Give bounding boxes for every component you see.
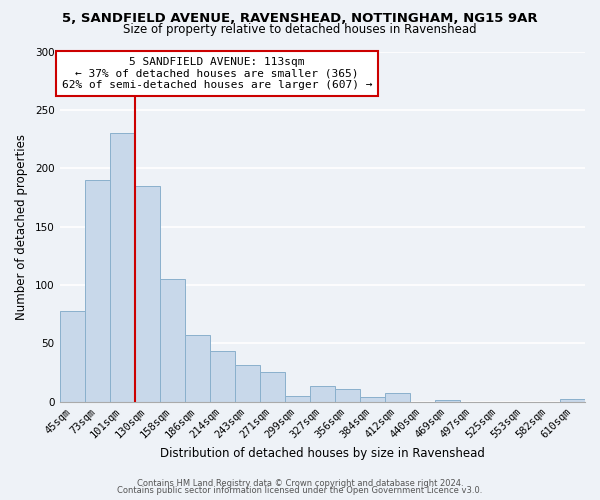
Bar [134,186,160,402]
X-axis label: Distribution of detached houses by size in Ravenshead: Distribution of detached houses by size … [160,447,485,460]
Bar [335,389,360,402]
Bar [85,180,110,402]
Bar [360,397,385,402]
Text: Contains public sector information licensed under the Open Government Licence v3: Contains public sector information licen… [118,486,482,495]
Bar [235,366,260,402]
Bar [560,400,585,402]
Bar [385,394,410,402]
Text: Size of property relative to detached houses in Ravenshead: Size of property relative to detached ho… [123,22,477,36]
Text: 5 SANDFIELD AVENUE: 113sqm
← 37% of detached houses are smaller (365)
62% of sem: 5 SANDFIELD AVENUE: 113sqm ← 37% of deta… [62,57,373,90]
Bar [435,400,460,402]
Bar [260,372,285,402]
Bar [185,335,209,402]
Bar [209,352,235,402]
Bar [110,133,134,402]
Text: 5, SANDFIELD AVENUE, RAVENSHEAD, NOTTINGHAM, NG15 9AR: 5, SANDFIELD AVENUE, RAVENSHEAD, NOTTING… [62,12,538,26]
Bar [59,310,85,402]
Bar [310,386,335,402]
Y-axis label: Number of detached properties: Number of detached properties [15,134,28,320]
Bar [160,279,185,402]
Bar [285,396,310,402]
Text: Contains HM Land Registry data © Crown copyright and database right 2024.: Contains HM Land Registry data © Crown c… [137,478,463,488]
